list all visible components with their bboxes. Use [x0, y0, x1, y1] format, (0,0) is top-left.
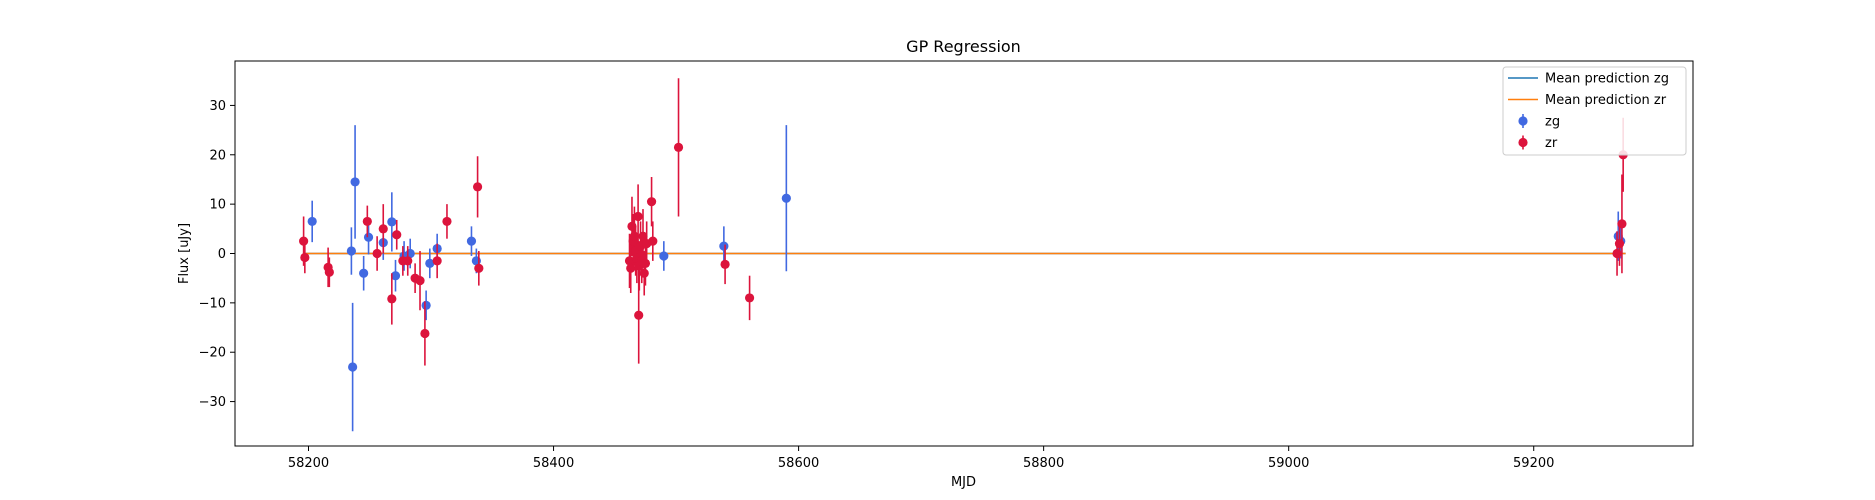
data-point	[363, 232, 374, 242]
data-point	[638, 231, 648, 241]
data-point	[432, 256, 442, 266]
x-tick-label: 59000	[1268, 456, 1309, 471]
series-zg	[307, 125, 1626, 432]
y-axis-ticks: −30 −20 −10 0 10 20 30	[199, 99, 235, 410]
data-point	[648, 236, 658, 246]
data-point	[348, 362, 358, 372]
data-point	[720, 259, 730, 269]
legend: Mean prediction zg Mean prediction zr zg zr	[1502, 66, 1687, 156]
data-point	[299, 236, 309, 246]
x-axis-label: MJD	[951, 475, 976, 490]
data-point	[744, 293, 755, 303]
y-tick-label: 30	[209, 99, 226, 114]
legend-items: Mean prediction zg Mean prediction zr zg zr	[1508, 72, 1669, 151]
data-point	[425, 258, 435, 268]
legend-marker-swatch	[1518, 116, 1528, 126]
data-point	[420, 328, 430, 339]
data-point	[387, 294, 397, 304]
legend-label: Mean prediction zg	[1545, 72, 1669, 87]
data-point	[387, 217, 397, 227]
data-point	[1617, 219, 1627, 229]
data-point	[378, 224, 388, 234]
data-point	[474, 263, 484, 273]
y-tick-label: 0	[218, 247, 226, 262]
data-point	[633, 211, 643, 222]
legend-label: zr	[1545, 136, 1558, 151]
x-tick-label: 59200	[1513, 456, 1554, 471]
data-point	[324, 267, 334, 277]
legend-label: zg	[1545, 115, 1560, 130]
data-point	[346, 246, 356, 256]
y-tick-label: −20	[199, 346, 226, 361]
y-tick-label: 10	[209, 198, 226, 213]
x-axis-ticks: 58200 58400 58600 58800 59000 59200	[288, 446, 1554, 471]
data-point	[421, 300, 431, 310]
data-point	[350, 177, 360, 187]
x-tick-label: 58200	[288, 456, 329, 471]
data-point	[640, 258, 651, 268]
data-point	[390, 271, 401, 281]
y-tick-label: −30	[199, 395, 226, 410]
data-point	[719, 241, 729, 251]
data-point	[646, 197, 657, 207]
legend-marker-swatch	[1518, 137, 1528, 148]
y-axis-label: Flux [uJy]	[177, 223, 192, 284]
data-point	[359, 268, 369, 278]
data-point	[442, 216, 452, 227]
data-point	[372, 248, 382, 259]
data-point	[403, 256, 413, 266]
legend-label: Mean prediction zr	[1545, 93, 1667, 108]
data-point	[659, 251, 669, 261]
data-point	[300, 252, 310, 263]
data-point	[634, 310, 644, 320]
data-point	[362, 216, 372, 227]
chart-title: GP Regression	[906, 37, 1021, 56]
data-point	[673, 142, 684, 152]
legend-box	[1502, 66, 1687, 156]
data-point	[624, 256, 635, 266]
y-tick-label: −10	[199, 296, 226, 311]
data-point	[415, 276, 425, 286]
data-point	[307, 216, 317, 227]
data-point	[781, 193, 791, 203]
x-tick-label: 58400	[533, 456, 574, 471]
y-tick-label: 20	[209, 148, 226, 163]
data-point	[392, 230, 402, 240]
data-point	[472, 182, 483, 192]
plot-area	[234, 60, 1694, 447]
data-point	[466, 236, 477, 246]
x-tick-label: 58600	[778, 456, 819, 471]
data-point	[639, 268, 649, 278]
x-tick-label: 58800	[1023, 456, 1064, 471]
